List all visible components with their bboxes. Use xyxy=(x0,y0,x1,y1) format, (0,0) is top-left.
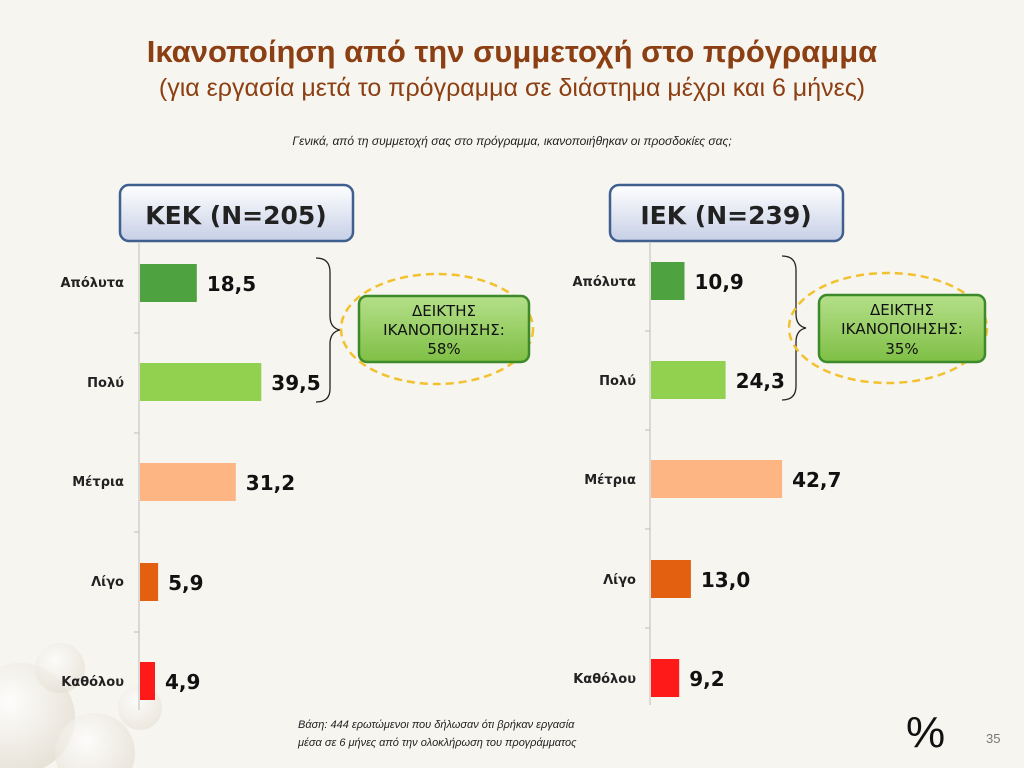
category-label-apolyta: Απόλυτα xyxy=(572,275,636,290)
axis-ticks xyxy=(134,332,139,633)
category-label-ligo: Λίγο xyxy=(91,575,124,590)
category-label-apolyta: Απόλυτα xyxy=(60,276,124,291)
index-label-line1: ΔΕΙΚΤΗΣ xyxy=(412,302,476,320)
base-note-line1: Βάση: 444 ερωτώμενοι που δήλωσαν ότι βρή… xyxy=(298,719,575,731)
chart-title-box xyxy=(608,183,845,243)
value-label-poly: 39,5 xyxy=(271,371,320,395)
index-label-line1: ΔΕΙΚΤΗΣ xyxy=(870,301,934,319)
bar-poly xyxy=(651,361,726,399)
category-label-katholou: Καθόλου xyxy=(61,675,124,690)
category-label-poly: Πολύ xyxy=(87,376,124,391)
bar-metria xyxy=(140,463,236,501)
category-label-ligo: Λίγο xyxy=(603,573,636,588)
value-label-katholou: 9,2 xyxy=(689,667,724,691)
chart-kek: ΚΕΚ (N=205) 18,5 39,5 31,2 5,9 4,9 Απόλυ… xyxy=(60,183,535,710)
chart-title: ΚΕΚ (N=205) xyxy=(145,201,326,230)
value-label-metria: 31,2 xyxy=(246,471,295,495)
value-label-ligo: 5,9 xyxy=(168,571,203,595)
base-note-line2: μέσα σε 6 μήνες από την ολοκλήρωση του π… xyxy=(298,737,577,749)
category-label-katholou: Καθόλου xyxy=(573,672,636,687)
bar-metria xyxy=(651,460,783,498)
percent-sign: % xyxy=(906,708,946,757)
bracket xyxy=(781,255,807,401)
value-label-apolyta: 18,5 xyxy=(207,272,256,296)
bar-ligo xyxy=(651,560,691,598)
bar-ligo xyxy=(140,563,159,601)
value-label-katholou: 4,9 xyxy=(165,670,200,694)
index-label-line2: ΙΚΑΝΟΠΟΙΗΣΗΣ: xyxy=(841,320,963,338)
survey-question: Γενικά, από τη συμμετοχή σας στο πρόγραμ… xyxy=(292,134,732,148)
bar-katholou xyxy=(651,659,680,697)
chart-title-box xyxy=(118,183,355,243)
chart-title: ΙΕΚ (N=239) xyxy=(640,201,811,230)
value-label-metria: 42,7 xyxy=(792,468,841,492)
axis-ticks xyxy=(645,330,650,629)
satisfaction-index-box xyxy=(357,294,531,364)
index-label-line2: ΙΚΑΝΟΠΟΙΗΣΗΣ: xyxy=(383,321,505,339)
bar-apolyta xyxy=(140,264,197,302)
value-label-poly: 24,3 xyxy=(736,369,785,393)
highlight-ellipse xyxy=(339,272,535,386)
value-label-ligo: 13,0 xyxy=(701,568,750,592)
bar-poly xyxy=(140,363,262,401)
index-value: 35% xyxy=(885,340,918,358)
category-label-poly: Πολύ xyxy=(599,374,636,389)
bar-katholou xyxy=(140,662,155,700)
category-label-metria: Μέτρια xyxy=(584,473,636,488)
chart-iek: ΙΕΚ (N=239) 10,9 24,3 42,7 13,0 9,2 Απόλ… xyxy=(572,183,989,705)
value-label-apolyta: 10,9 xyxy=(695,270,744,294)
bar-apolyta xyxy=(651,262,685,300)
index-value: 58% xyxy=(427,340,460,358)
satisfaction-index-box xyxy=(817,293,987,364)
base-note: Βάση: 444 ερωτώμενοι που δήλωσαν ότι βρή… xyxy=(298,716,658,752)
slide-subtitle: (για εργασία μετά το πρόγραμμα σε διάστη… xyxy=(158,74,866,102)
slide-title: Ικανοποίηση από την συμμετοχή στο πρόγρα… xyxy=(146,34,878,69)
page-number: 35 xyxy=(986,731,1001,746)
category-label-metria: Μέτρια xyxy=(72,475,124,490)
highlight-ellipse xyxy=(787,271,989,385)
